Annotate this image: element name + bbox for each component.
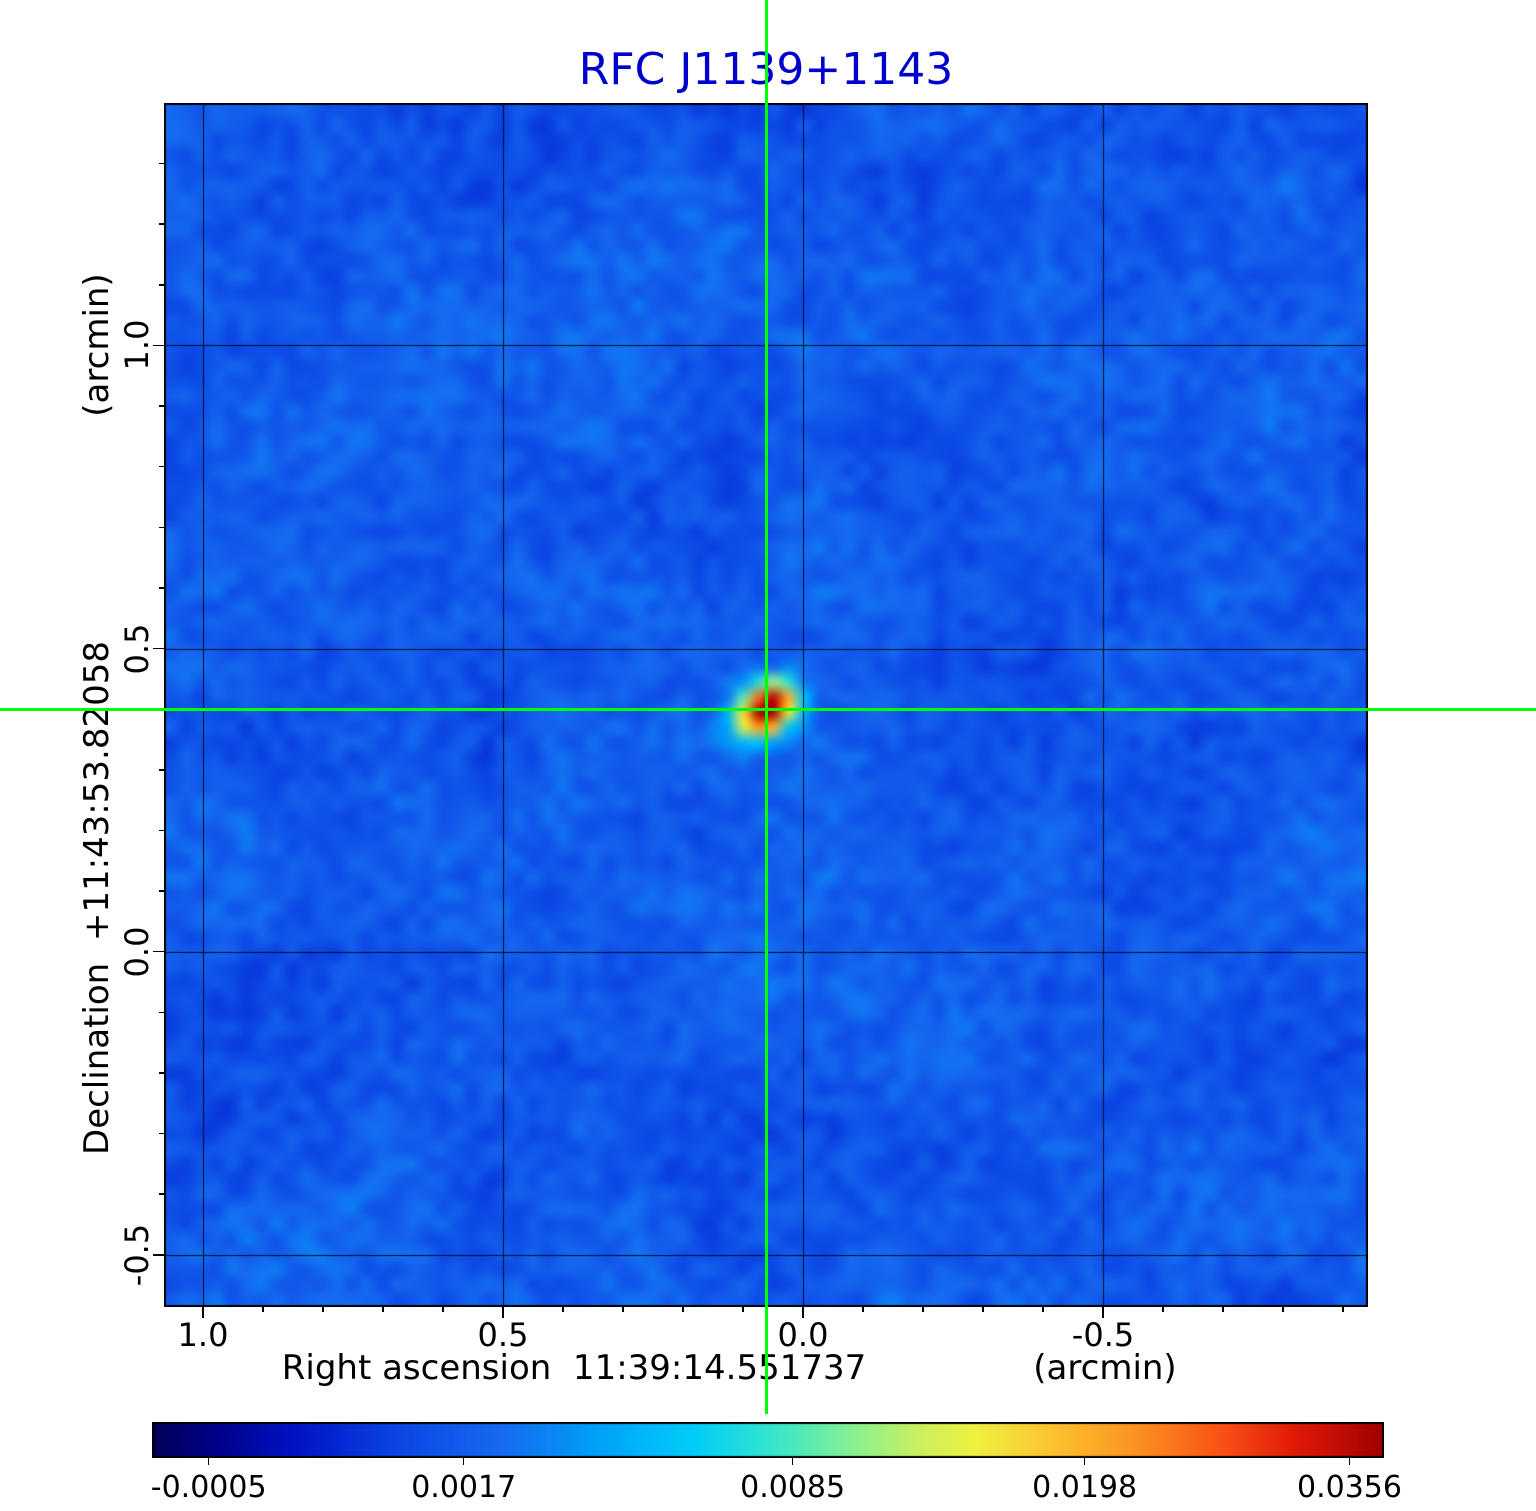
axis-tick — [1342, 1307, 1344, 1312]
axis-tick — [1222, 1307, 1224, 1312]
axis-tick — [622, 1307, 624, 1312]
axis-tick — [802, 1307, 804, 1318]
crosshair-vertical-line — [765, 0, 769, 1414]
colorbar-gradient — [152, 1422, 1384, 1458]
x-axis-unit-label: (arcmin) — [1033, 1348, 1177, 1388]
axis-tick — [791, 1458, 794, 1465]
axis-tick — [153, 344, 164, 347]
axis-tick — [982, 1307, 984, 1312]
axis-tick — [1083, 1458, 1086, 1465]
axis-tick — [207, 1458, 210, 1465]
axis-tick — [159, 1193, 164, 1195]
axis-tick — [742, 1307, 744, 1312]
axis-tick — [1042, 1307, 1044, 1312]
axis-tick — [159, 1072, 164, 1074]
axis-tick — [159, 405, 164, 407]
x-tick-label-1: 0.5 — [477, 1316, 529, 1354]
axis-tick — [862, 1307, 864, 1312]
colorbar-tick-label-4: 0.0356 — [1297, 1470, 1402, 1505]
axis-tick — [159, 526, 164, 529]
y-axis-label: Declination +11:43:53.82058 — [77, 641, 117, 1155]
axis-tick — [159, 769, 164, 771]
axis-tick — [153, 647, 164, 650]
axis-tick — [382, 1307, 384, 1312]
axis-tick — [682, 1307, 684, 1312]
axis-tick — [159, 284, 164, 286]
x-tick-label-0: 1.0 — [177, 1316, 229, 1354]
axis-tick — [153, 1254, 164, 1256]
x-tick-label-3: -0.5 — [1071, 1316, 1135, 1354]
y-tick-label-1: 0.5 — [118, 623, 156, 675]
axis-tick — [1348, 1458, 1351, 1465]
axis-tick — [202, 1307, 204, 1318]
crosshair-horizontal-line — [0, 707, 1536, 711]
axis-tick — [159, 1011, 164, 1014]
axis-tick — [159, 465, 164, 468]
axis-tick — [159, 587, 164, 589]
axis-tick — [262, 1307, 264, 1312]
axis-tick — [502, 1307, 504, 1318]
axis-tick — [153, 950, 164, 953]
x-tick-label-2: 0.0 — [777, 1316, 829, 1354]
axis-tick — [1162, 1307, 1164, 1312]
y-axis-unit-label: (arcmin) — [77, 273, 117, 417]
y-tick-label-3: -0.5 — [118, 1223, 156, 1287]
axis-tick — [922, 1307, 924, 1312]
y-tick-label-2: 0.0 — [118, 926, 156, 978]
colorbar-tick-label-1: 0.0017 — [411, 1470, 517, 1505]
axis-tick — [462, 1458, 465, 1465]
axis-tick — [442, 1307, 444, 1312]
y-tick-label-0: 1.0 — [118, 319, 156, 371]
axis-tick — [322, 1307, 324, 1312]
axis-tick — [159, 162, 164, 165]
axis-tick — [562, 1307, 564, 1312]
axis-tick — [159, 829, 164, 832]
colorbar-tick-label-2: 0.0085 — [740, 1470, 846, 1505]
axis-tick — [159, 890, 164, 892]
axis-tick — [159, 223, 164, 225]
axis-tick — [1102, 1307, 1104, 1318]
colorbar-tick-label-3: 0.0198 — [1032, 1470, 1138, 1505]
colorbar-tick-label-0: -0.0005 — [150, 1470, 267, 1505]
x-axis-label: Right ascension 11:39:14.551737 — [281, 1348, 867, 1388]
axis-tick — [1282, 1307, 1284, 1312]
axis-tick — [159, 1132, 164, 1135]
